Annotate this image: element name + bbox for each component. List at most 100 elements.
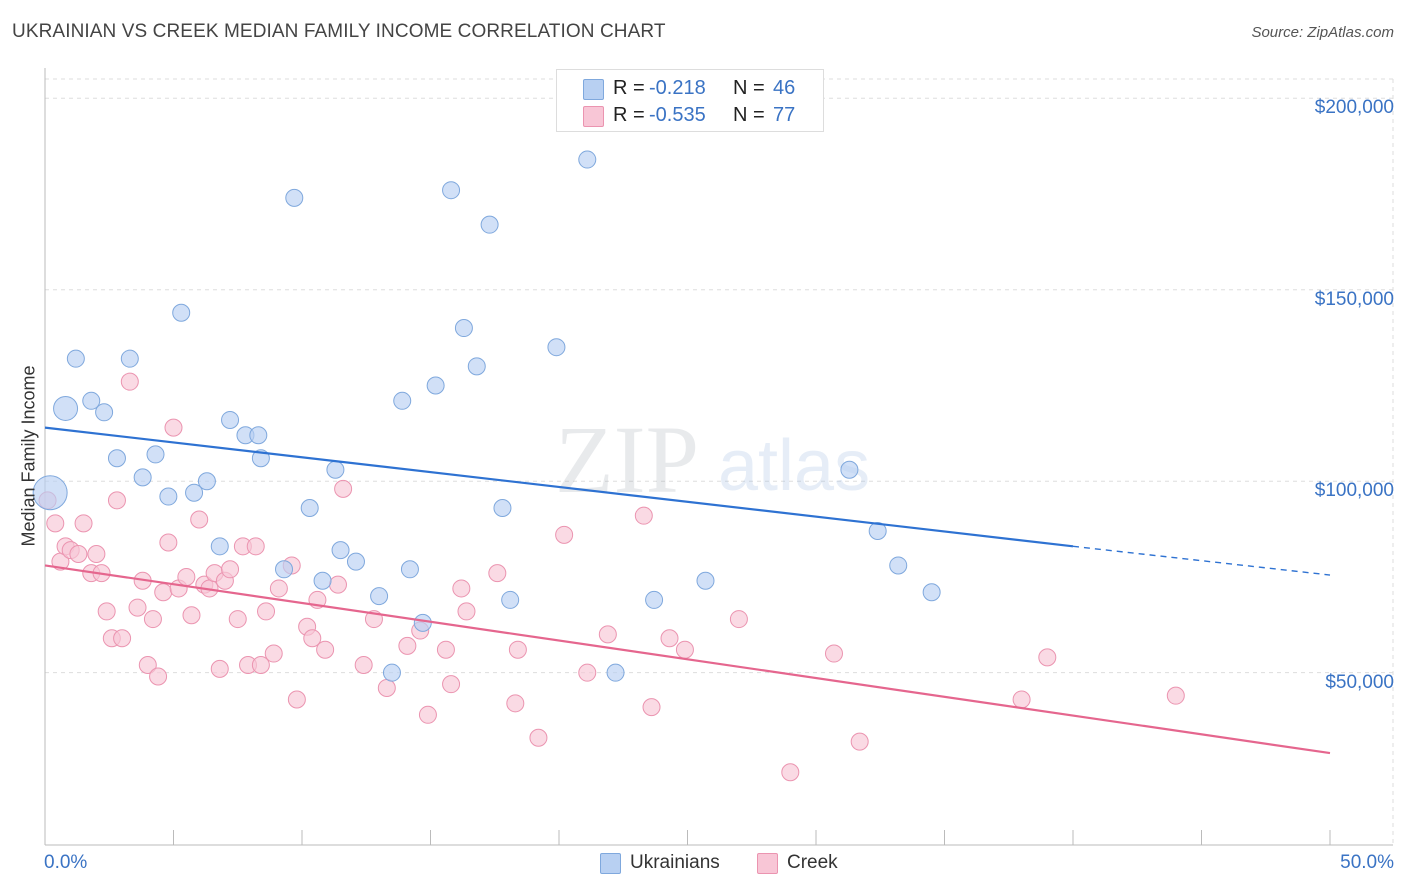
creek-point bbox=[46, 514, 65, 533]
creek-point bbox=[182, 606, 201, 625]
creek-point bbox=[660, 629, 679, 648]
creek-point bbox=[578, 663, 597, 682]
ukrainians-point bbox=[210, 537, 229, 556]
r-value: -0.535 bbox=[649, 104, 706, 126]
legend-label-ukrainians: Ukrainians bbox=[630, 852, 720, 873]
creek-point bbox=[120, 372, 139, 391]
creek-point bbox=[257, 602, 276, 621]
ukrainians-point bbox=[889, 556, 908, 575]
creek-regression-line bbox=[44, 564, 1331, 755]
creek-point bbox=[436, 640, 455, 659]
ukrainians-point bbox=[159, 487, 178, 506]
ukrainians-point bbox=[133, 468, 152, 487]
creek-point bbox=[316, 640, 335, 659]
ukrainians-point bbox=[868, 522, 887, 540]
creek-point bbox=[264, 644, 283, 663]
creek-point bbox=[246, 537, 265, 556]
creek-point bbox=[334, 479, 353, 498]
creek-point bbox=[164, 418, 183, 437]
ukrainians-point bbox=[393, 391, 412, 410]
creek-point bbox=[138, 656, 157, 675]
creek-point bbox=[190, 510, 209, 529]
y-tick-label: $100,000 bbox=[1314, 480, 1394, 502]
ukrainians-point bbox=[146, 445, 165, 464]
creek-point bbox=[1038, 648, 1057, 667]
creek-point bbox=[177, 567, 196, 586]
creek-swatch-icon bbox=[583, 106, 604, 127]
ukrainians-legend-icon bbox=[600, 853, 621, 874]
y-tick-label: $150,000 bbox=[1314, 288, 1394, 310]
creek-point bbox=[154, 583, 173, 602]
stats-row-ukrainians: R = -0.218 N = 46 bbox=[557, 74, 823, 102]
watermark-zip: ZIP bbox=[555, 406, 699, 513]
ukrainians-point bbox=[501, 590, 520, 609]
creek-point bbox=[159, 533, 178, 552]
ukrainians-point bbox=[454, 319, 473, 338]
y-axis-label: Median Family Income bbox=[18, 365, 39, 547]
axes bbox=[44, 68, 1393, 846]
ukrainians-point bbox=[53, 395, 79, 421]
ukrainians-point bbox=[382, 663, 401, 682]
ukrainians-points bbox=[32, 150, 941, 682]
creek-point bbox=[598, 625, 617, 644]
ukrainians-point bbox=[480, 215, 499, 234]
ukrainians-point bbox=[197, 472, 216, 491]
ukrainians-point bbox=[400, 560, 419, 579]
n-value: 46 bbox=[773, 77, 796, 99]
ukrainians-point bbox=[326, 460, 345, 479]
creek-point bbox=[97, 602, 116, 621]
ukrainians-point bbox=[300, 499, 319, 518]
r-label: R = bbox=[613, 77, 645, 99]
ukrainians-point bbox=[467, 357, 486, 376]
ukrainians-swatch-icon bbox=[583, 79, 604, 100]
ukrainians-point bbox=[66, 349, 85, 368]
creek-point bbox=[113, 629, 132, 648]
ukrainians-point bbox=[221, 410, 240, 429]
chart-title: UKRAINIAN VS CREEK MEDIAN FAMILY INCOME … bbox=[12, 21, 666, 42]
ukrainians-point bbox=[172, 303, 191, 322]
ukrainians-point bbox=[82, 391, 101, 410]
creek-point bbox=[529, 728, 548, 747]
x-tick-label-min: 0.0% bbox=[44, 852, 88, 873]
n-label: N = bbox=[733, 77, 765, 99]
ukrainians-point bbox=[922, 583, 941, 602]
n-value: 77 bbox=[773, 104, 796, 126]
creek-point bbox=[781, 763, 800, 782]
creek-point bbox=[442, 675, 461, 694]
creek-point bbox=[457, 602, 476, 621]
ukrainians-point bbox=[120, 349, 139, 368]
creek-point bbox=[149, 667, 168, 686]
y-tick-label: $200,000 bbox=[1314, 97, 1394, 119]
creek-legend-icon bbox=[757, 853, 778, 874]
ukrainians-point bbox=[370, 587, 389, 606]
r-value: -0.218 bbox=[649, 77, 706, 99]
r-label: R = bbox=[613, 104, 645, 126]
creek-point bbox=[642, 698, 661, 717]
creek-point bbox=[488, 564, 507, 583]
creek-point bbox=[128, 598, 147, 617]
creek-point bbox=[729, 610, 748, 629]
creek-point bbox=[555, 525, 574, 544]
creek-point bbox=[143, 610, 162, 629]
ukrainians-point bbox=[185, 483, 204, 502]
ukrainians-point bbox=[95, 403, 114, 422]
ukrainians-point bbox=[442, 181, 461, 200]
ukrainians-point bbox=[840, 460, 859, 479]
watermark: ZIP atlas bbox=[555, 406, 870, 513]
creek-point bbox=[824, 644, 843, 663]
creek-point bbox=[107, 491, 126, 510]
n-label: N = bbox=[733, 104, 765, 126]
ukrainians-point bbox=[32, 475, 68, 511]
ukrainians-point bbox=[313, 571, 332, 590]
ukrainians-point bbox=[645, 590, 664, 609]
creek-point bbox=[675, 640, 694, 659]
ukrainians-point bbox=[413, 613, 432, 632]
creek-point bbox=[69, 544, 88, 563]
creek-point bbox=[418, 705, 437, 724]
ukrainians-regression-line bbox=[44, 426, 1074, 548]
source-label: Source: ZipAtlas.com bbox=[1251, 24, 1394, 41]
creek-point bbox=[1012, 690, 1031, 709]
regression-lines bbox=[44, 426, 1331, 755]
ukrainians-point bbox=[249, 426, 268, 445]
